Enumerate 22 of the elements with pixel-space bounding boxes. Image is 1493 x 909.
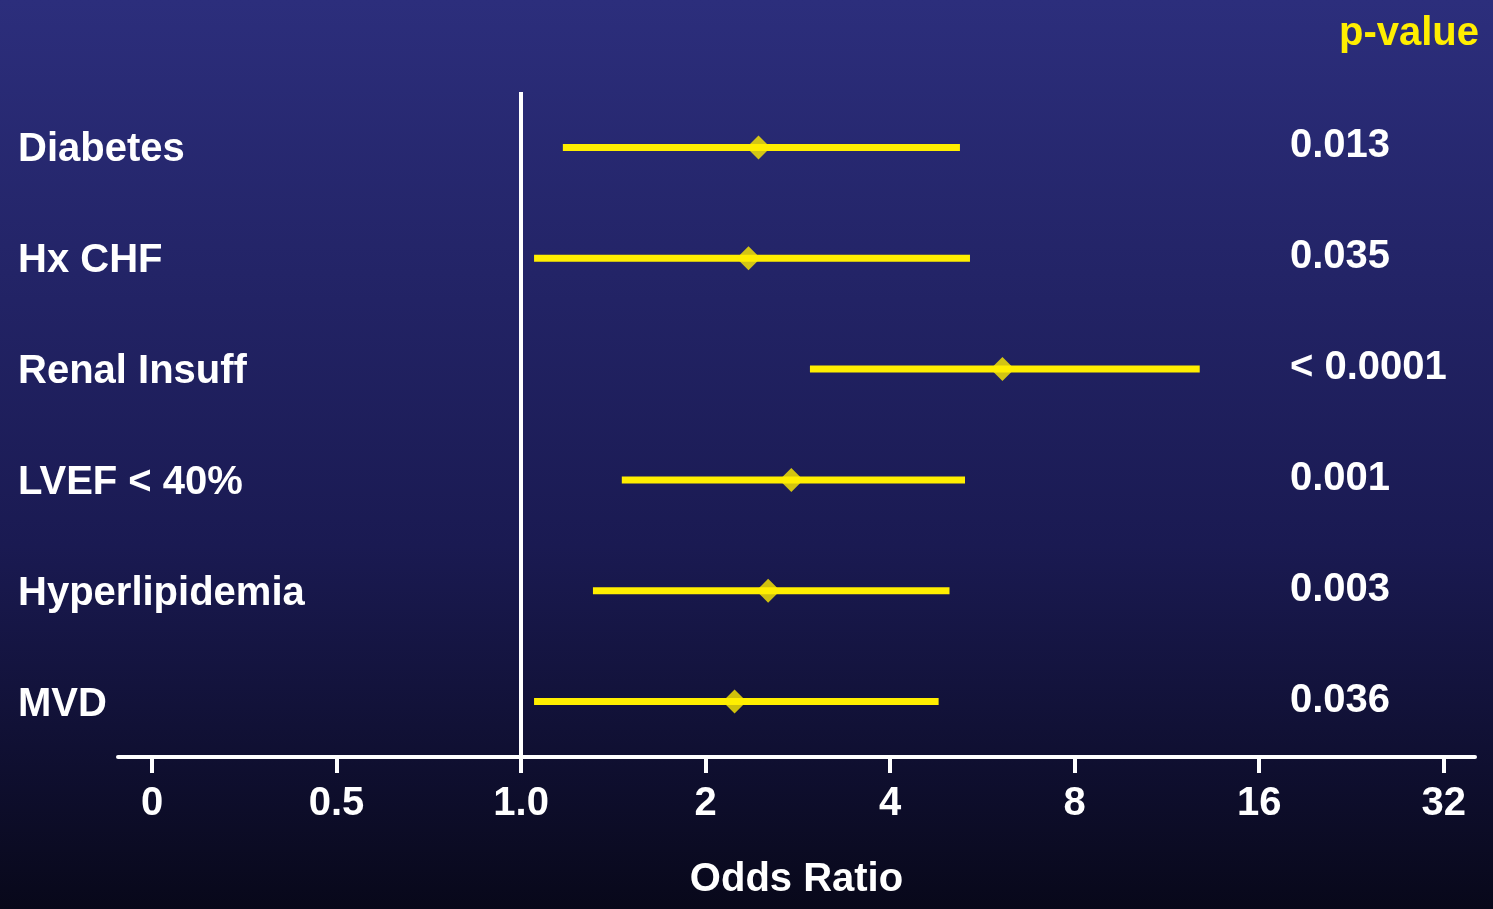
y-tick-label: Hyperlipidemia	[18, 568, 306, 613]
annotation: 0.036	[1290, 675, 1391, 720]
x-tick-label: 1.0	[493, 779, 549, 823]
x-tick-label: 16	[1236, 779, 1282, 823]
x-tick-label: 4	[878, 779, 902, 823]
y-tick-label: LVEF < 40%	[18, 457, 243, 502]
y-tick-label: Diabetes	[18, 125, 185, 170]
x-tick-label: 0.5	[308, 779, 365, 823]
annotation: 0.003	[1290, 564, 1391, 609]
text: p-value	[1338, 9, 1480, 53]
y-tick-label: Hx CHF	[18, 236, 163, 281]
x-tick-label: 2	[694, 779, 717, 823]
y-tick-label: Renal Insuff	[18, 347, 248, 392]
annotation: 0.001	[1290, 453, 1391, 498]
annotation: < 0.0001	[1290, 343, 1447, 388]
x-tick-label: 0	[140, 779, 164, 823]
annotation: 0.035	[1290, 232, 1391, 277]
annotation: 0.013	[1290, 121, 1391, 166]
y-tick-label: MVD	[18, 679, 107, 724]
x-tick-label: 32	[1421, 779, 1466, 823]
x-tick-label: 8	[1063, 779, 1086, 823]
x-axis-title: Odds Ratio	[689, 855, 904, 899]
